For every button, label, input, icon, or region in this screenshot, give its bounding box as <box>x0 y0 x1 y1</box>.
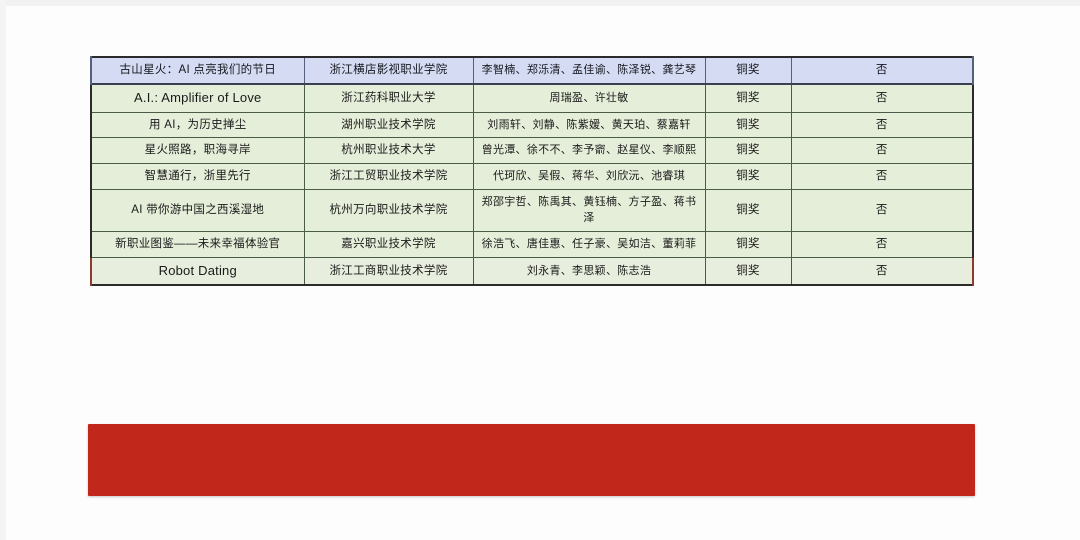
award-level-column-cell: 铜奖 <box>704 137 792 164</box>
table-row: 智慧通行，浙里先行 浙江工贸职业技术学院 代珂欣、吴假、蒋华、刘欣沅、池睿琪 铜奖 否 <box>90 162 974 190</box>
recommendation-flag-column-cell: 否 <box>790 137 974 164</box>
work-title-column-text: 古山星火：AI 点亮我们的节日 <box>119 64 277 76</box>
school-column-text: 浙江工贸职业技术学院 <box>329 169 448 182</box>
page-left-edge <box>0 0 6 540</box>
work-title-column-text: 星火照路，职海寻岸 <box>144 144 251 157</box>
award-level-column-cell: 铜奖 <box>704 83 792 113</box>
team-members-column-cell: 曾光潭、徐不不、李予窬、赵星仪、李顺熙 <box>472 137 706 164</box>
page-top-edge <box>0 0 1080 6</box>
table-row: 星火照路，职海寻岸 杭州职业技术大学 曾光潭、徐不不、李予窬、赵星仪、李顺熙 铜奖 否 <box>90 137 974 164</box>
award-level-column-text: 铜奖 <box>736 237 760 250</box>
table-row: Robot Dating 浙江工商职业技术学院 刘永青、李思颖、陈志浩 铜奖 否 <box>90 256 974 286</box>
award-level-column-text: 铜奖 <box>736 118 760 131</box>
recommendation-flag-column-text: 否 <box>875 237 888 250</box>
work-title-column-cell: 智慧通行，浙里先行 <box>90 162 305 190</box>
school-column-cell: 浙江药科职业大学 <box>303 83 474 113</box>
work-title-column-cell: 星火照路，职海寻岸 <box>90 137 305 164</box>
team-members-column-cell: 周瑞盈、许壮敏 <box>472 83 706 113</box>
school-column-text: 浙江工商职业技术学院 <box>329 264 448 277</box>
school-column-text: 杭州职业技术大学 <box>341 144 436 157</box>
work-title-column-text: 新职业图鉴——未来幸福体验官 <box>115 237 281 250</box>
award-level-column-cell: 铜奖 <box>704 230 792 258</box>
team-members-column-cell: 代珂欣、吴假、蒋华、刘欣沅、池睿琪 <box>472 162 706 190</box>
award-level-column-text: 铜奖 <box>736 64 760 76</box>
award-level-column-cell: 铜奖 <box>704 256 792 286</box>
team-members-column-text: 徐浩飞、唐佳惠、任子豪、吴如洁、董莉菲 <box>481 237 697 250</box>
team-members-column-text: 曾光潭、徐不不、李予窬、赵星仪、李顺熙 <box>481 144 697 157</box>
recommendation-flag-column-text: 否 <box>875 264 888 277</box>
work-title-column-text: 智慧通行，浙里先行 <box>144 169 251 182</box>
award-level-column-cell: 铜奖 <box>704 188 792 232</box>
team-members-column-cell: 刘永青、李思颖、陈志浩 <box>472 256 706 286</box>
school-column-cell: 湖州职业技术学院 <box>303 111 474 139</box>
school-column-text: 嘉兴职业技术学院 <box>341 237 436 250</box>
recommendation-flag-column-cell: 否 <box>790 111 974 139</box>
table-row: 用 AI，为历史掸尘 湖州职业技术学院 刘雨轩、刘静、陈紫嫒、黄天珀、蔡嘉轩 铜奖 否 <box>90 111 974 139</box>
award-level-column-text: 铜奖 <box>736 203 760 216</box>
school-column-cell: 浙江工贸职业技术学院 <box>303 162 474 190</box>
award-level-column-text: 铜奖 <box>736 144 760 157</box>
recommendation-flag-column-cell: 否 <box>790 162 974 190</box>
award-level-column-cell: 铜奖 <box>704 162 792 190</box>
team-members-column-text: 周瑞盈、许壮敏 <box>549 91 629 104</box>
school-column-text: 湖州职业技术学院 <box>341 118 436 131</box>
recommendation-flag-column-text: 否 <box>875 169 888 182</box>
team-members-column-cell: 郑邵宇哲、陈禹其、黄钰楠、方子盈、蒋书泽 <box>472 188 706 232</box>
table-row: AI 带你游中国之西溪湿地 杭州万向职业技术学院 郑邵宇哲、陈禹其、黄钰楠、方子盈、… <box>90 188 974 232</box>
recommendation-flag-column-cell: 否 <box>790 56 974 85</box>
award-results-table: 古山星火：AI 点亮我们的节日 浙江横店影视职业学院 李智楠、郑泺清、孟佳谕、陈泽锐… <box>90 56 974 287</box>
work-title-column-text: 用 AI，为历史掸尘 <box>148 118 247 131</box>
table-row: 新职业图鉴——未来幸福体验官 嘉兴职业技术学院 徐浩飞、唐佳惠、任子豪、吴如洁、董莉… <box>90 230 974 258</box>
work-title-column-cell: AI 带你游中国之西溪湿地 <box>90 188 305 232</box>
recommendation-flag-column-text: 否 <box>875 91 888 104</box>
award-level-column-cell: 铜奖 <box>704 56 792 85</box>
table-row: A.I.: Amplifier of Love 浙江药科职业大学 周瑞盈、许壮敏 铜奖… <box>90 83 974 113</box>
red-highlight-box <box>88 424 975 496</box>
school-column-cell: 嘉兴职业技术学院 <box>303 230 474 258</box>
work-title-column-cell: 新职业图鉴——未来幸福体验官 <box>90 230 305 258</box>
award-level-column-cell: 铜奖 <box>704 111 792 139</box>
work-title-column-cell: A.I.: Amplifier of Love <box>90 83 305 113</box>
recommendation-flag-column-cell: 否 <box>790 188 974 232</box>
work-title-column-text: Robot Dating <box>158 262 237 278</box>
award-level-column-text: 铜奖 <box>736 91 760 104</box>
award-level-column-text: 铜奖 <box>736 169 760 182</box>
team-members-column-text: 刘雨轩、刘静、陈紫嫒、黄天珀、蔡嘉轩 <box>487 118 691 131</box>
school-column-cell: 杭州职业技术大学 <box>303 137 474 164</box>
work-title-column-text: A.I.: Amplifier of Love <box>134 89 262 105</box>
recommendation-flag-column-text: 否 <box>875 64 888 76</box>
work-title-column-text: AI 带你游中国之西溪湿地 <box>131 203 265 216</box>
school-column-cell: 浙江横店影视职业学院 <box>303 56 474 85</box>
team-members-column-cell: 徐浩飞、唐佳惠、任子豪、吴如洁、董莉菲 <box>472 230 706 258</box>
recommendation-flag-column-cell: 否 <box>790 230 974 258</box>
table-row: 古山星火：AI 点亮我们的节日 浙江横店影视职业学院 李智楠、郑泺清、孟佳谕、陈泽锐… <box>90 56 974 85</box>
school-column-text: 浙江药科职业大学 <box>341 91 436 104</box>
school-column-text: 杭州万向职业技术学院 <box>329 203 448 216</box>
team-members-column-cell: 李智楠、郑泺清、孟佳谕、陈泽锐、龚艺琴 <box>472 56 706 85</box>
team-members-column-cell: 刘雨轩、刘静、陈紫嫒、黄天珀、蔡嘉轩 <box>472 111 706 139</box>
recommendation-flag-column-text: 否 <box>875 144 888 157</box>
recommendation-flag-column-cell: 否 <box>790 83 974 113</box>
team-members-column-text: 代珂欣、吴假、蒋华、刘欣沅、池睿琪 <box>492 169 686 182</box>
award-level-column-text: 铜奖 <box>736 264 760 277</box>
work-title-column-cell: 用 AI，为历史掸尘 <box>90 111 305 139</box>
recommendation-flag-column-cell: 否 <box>790 256 974 286</box>
work-title-column-cell: 古山星火：AI 点亮我们的节日 <box>90 56 305 85</box>
school-column-cell: 杭州万向职业技术学院 <box>303 188 474 232</box>
recommendation-flag-column-text: 否 <box>875 203 888 216</box>
team-members-column-text: 李智楠、郑泺清、孟佳谕、陈泽锐、龚艺琴 <box>481 64 697 76</box>
school-column-cell: 浙江工商职业技术学院 <box>303 256 474 286</box>
team-members-column-text: 郑邵宇哲、陈禹其、黄钰楠、方子盈、蒋书泽 <box>481 195 697 225</box>
work-title-column-cell: Robot Dating <box>90 256 305 286</box>
team-members-column-text: 刘永青、李思颖、陈志浩 <box>526 264 652 277</box>
recommendation-flag-column-text: 否 <box>875 118 888 131</box>
school-column-text: 浙江横店影视职业学院 <box>329 64 448 76</box>
